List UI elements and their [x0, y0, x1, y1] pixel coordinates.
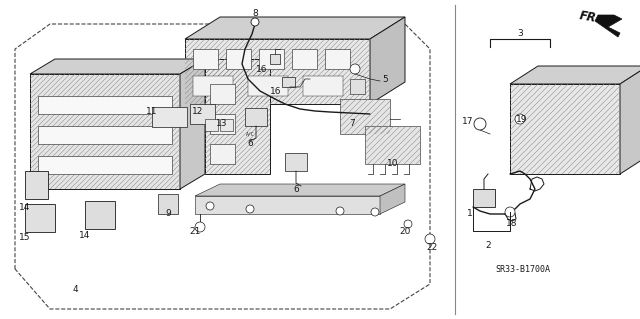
Text: 15: 15 [19, 234, 31, 242]
Polygon shape [325, 49, 350, 69]
Polygon shape [152, 107, 187, 127]
Circle shape [206, 202, 214, 210]
Text: 13: 13 [216, 118, 228, 128]
Circle shape [404, 220, 412, 228]
Text: 21: 21 [189, 226, 201, 235]
Polygon shape [30, 74, 180, 189]
Polygon shape [380, 184, 405, 214]
Polygon shape [365, 126, 420, 164]
Circle shape [505, 207, 515, 217]
Polygon shape [25, 171, 48, 199]
Text: 22: 22 [426, 242, 438, 251]
Text: 19: 19 [516, 115, 528, 123]
Circle shape [371, 208, 379, 216]
Polygon shape [620, 66, 640, 174]
Text: 11: 11 [147, 108, 157, 116]
Text: 1: 1 [467, 209, 473, 218]
Polygon shape [38, 126, 172, 144]
Circle shape [425, 234, 435, 244]
Polygon shape [85, 201, 115, 229]
Polygon shape [370, 17, 405, 104]
Text: 16: 16 [270, 86, 282, 95]
Circle shape [195, 222, 205, 232]
Circle shape [350, 64, 360, 74]
Polygon shape [193, 49, 218, 69]
Text: 14: 14 [19, 203, 31, 211]
Polygon shape [350, 79, 365, 94]
Polygon shape [285, 153, 307, 171]
Text: 6: 6 [247, 139, 253, 149]
Text: A/C: A/C [246, 131, 254, 137]
Polygon shape [185, 39, 370, 104]
Polygon shape [595, 15, 622, 37]
Circle shape [336, 207, 344, 215]
Polygon shape [226, 49, 251, 69]
Polygon shape [210, 114, 235, 134]
Polygon shape [292, 49, 317, 69]
Polygon shape [473, 189, 495, 207]
Polygon shape [205, 119, 218, 131]
Text: 17: 17 [462, 116, 474, 125]
Text: 7: 7 [349, 118, 355, 128]
Text: 12: 12 [192, 108, 204, 116]
Polygon shape [185, 17, 405, 39]
Polygon shape [30, 59, 205, 74]
Text: 6: 6 [293, 184, 299, 194]
Text: 10: 10 [387, 160, 399, 168]
Polygon shape [158, 194, 178, 214]
Polygon shape [245, 108, 267, 126]
Circle shape [515, 114, 525, 124]
Text: 18: 18 [506, 219, 518, 228]
Polygon shape [210, 144, 235, 164]
Polygon shape [340, 99, 390, 134]
Polygon shape [303, 76, 343, 96]
Polygon shape [270, 54, 280, 64]
Text: 4: 4 [72, 285, 78, 293]
Polygon shape [205, 59, 270, 174]
Polygon shape [180, 59, 205, 189]
Text: 5: 5 [382, 75, 388, 84]
Polygon shape [193, 76, 233, 96]
Polygon shape [282, 77, 295, 87]
Circle shape [474, 118, 486, 130]
Polygon shape [220, 119, 233, 131]
Text: FR.: FR. [578, 9, 602, 25]
Text: 20: 20 [399, 226, 411, 235]
Circle shape [251, 18, 259, 26]
Polygon shape [210, 84, 235, 104]
Text: 9: 9 [165, 209, 171, 218]
Circle shape [246, 205, 254, 213]
Text: 3: 3 [517, 28, 523, 38]
Polygon shape [195, 196, 380, 214]
Polygon shape [259, 49, 284, 69]
Polygon shape [190, 104, 215, 124]
Polygon shape [510, 66, 640, 84]
Polygon shape [510, 84, 620, 174]
Polygon shape [25, 204, 55, 232]
Text: 16: 16 [256, 64, 268, 73]
Polygon shape [38, 156, 172, 174]
Text: 14: 14 [79, 231, 91, 240]
Text: SR33-B1700A: SR33-B1700A [495, 264, 550, 273]
Polygon shape [195, 184, 405, 196]
Text: 2: 2 [485, 241, 491, 249]
Polygon shape [248, 76, 288, 96]
Text: 8: 8 [252, 9, 258, 18]
Polygon shape [38, 96, 172, 114]
